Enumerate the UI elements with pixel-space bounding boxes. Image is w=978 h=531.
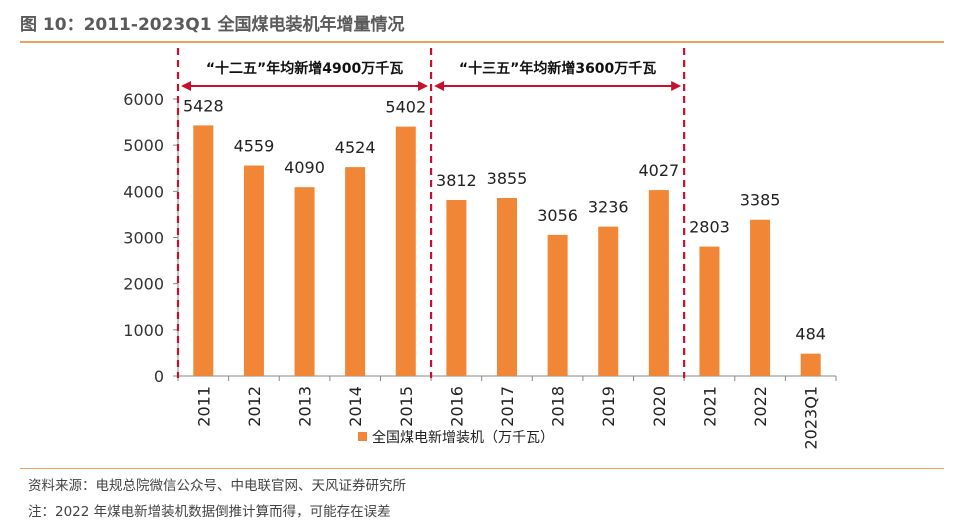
bar — [193, 125, 214, 376]
x-tick-label: 2018 — [549, 386, 568, 427]
bar — [497, 198, 517, 376]
y-tick-label: 5000 — [123, 136, 164, 155]
bar — [800, 353, 821, 376]
footer-divider — [20, 468, 944, 469]
x-tick-label: 2023Q1 — [802, 386, 821, 450]
x-tick-label: 2022 — [751, 386, 770, 427]
x-tick-label: 2021 — [700, 386, 719, 427]
bar-value-label: 3855 — [487, 169, 528, 188]
y-tick-label: 3000 — [123, 229, 164, 248]
bar-value-label: 4559 — [234, 137, 275, 156]
source-note: 资料来源：电规总院微信公众号、中电联官网、天风证券研究所 — [28, 478, 406, 494]
bar-value-label: 5402 — [385, 98, 426, 117]
x-tick-label: 2013 — [296, 386, 315, 427]
arrow-head-left-icon — [434, 81, 445, 91]
x-tick-label: 2019 — [599, 386, 618, 427]
x-tick-label: 2020 — [650, 386, 669, 427]
bar — [395, 126, 416, 376]
bar — [446, 200, 467, 376]
x-tick-label: 2017 — [498, 386, 517, 427]
title-divider — [20, 41, 944, 43]
bar — [699, 246, 720, 376]
legend-swatch — [358, 432, 367, 441]
bar-value-label: 4090 — [284, 158, 325, 177]
arrow-head-right-icon — [671, 81, 682, 91]
bar — [750, 219, 771, 376]
bar — [547, 234, 568, 376]
bar — [648, 190, 669, 376]
bar-value-label: 3812 — [436, 171, 477, 190]
bar-value-label: 5428 — [183, 96, 224, 115]
remark-note: 注：2022 年煤电新增装机数据倒推计算而得，可能存在误差 — [28, 504, 391, 520]
x-tick-label: 2015 — [397, 386, 416, 427]
bar-value-label: 4524 — [335, 138, 376, 157]
bar-value-label: 3385 — [740, 191, 781, 210]
figure-title: 图 10：2011-2023Q1 全国煤电装机年增量情况 — [20, 15, 405, 35]
period-caption: “十二五”年均新增4900万千瓦 — [206, 60, 403, 77]
bar-value-label: 4027 — [638, 161, 679, 180]
bar — [294, 187, 315, 376]
bar — [243, 165, 264, 376]
bar-value-label: 484 — [795, 325, 826, 344]
y-tick-label: 2000 — [123, 275, 164, 294]
arrow-head-right-icon — [418, 81, 429, 91]
legend-label: 全国煤电新增装机（万千瓦） — [372, 429, 554, 446]
y-tick-label: 1000 — [123, 321, 164, 340]
x-tick-label: 2011 — [194, 386, 213, 427]
bar — [345, 167, 366, 376]
x-tick-label: 2014 — [346, 386, 365, 427]
x-tick-label: 2012 — [245, 386, 264, 427]
bar-value-label: 2803 — [689, 218, 730, 237]
bar — [598, 226, 619, 376]
bar-value-label: 3056 — [537, 206, 578, 225]
y-tick-label: 4000 — [123, 182, 164, 201]
y-tick-label: 0 — [154, 367, 164, 386]
arrow-head-left-icon — [181, 81, 191, 91]
bar-value-label: 3236 — [588, 198, 629, 217]
period-caption: “十三五”年均新增3600万千瓦 — [459, 60, 656, 77]
x-tick-label: 2016 — [447, 386, 466, 427]
y-tick-label: 6000 — [123, 90, 164, 109]
bar-chart: 0 1000 2000 3000 4000 5000 6000 5428 2011 4559 20… — [123, 48, 837, 450]
